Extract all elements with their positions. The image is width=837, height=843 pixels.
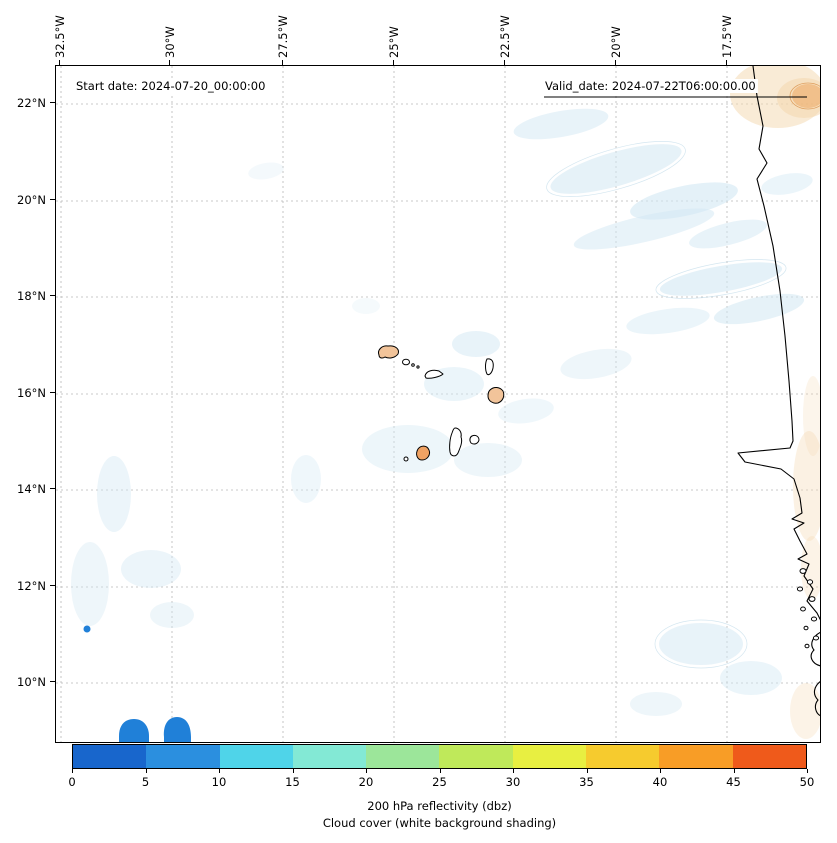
colorbar-tickmark	[219, 769, 221, 773]
colorbar-segment	[73, 745, 147, 768]
axis-tick	[726, 60, 728, 65]
colorbar-tickmark	[660, 769, 662, 773]
lat-tick-label: 16°N	[17, 386, 46, 400]
map-plot-area	[55, 65, 821, 743]
lat-tick-label: 22°N	[17, 96, 46, 110]
axis-tick	[504, 60, 506, 65]
colorbar-tick-label: 40	[652, 775, 668, 789]
axis-tick	[50, 295, 55, 297]
lat-tick-label: 14°N	[17, 482, 46, 496]
axis-tick	[393, 60, 395, 65]
axis-tick	[50, 585, 55, 587]
island-brava	[403, 456, 409, 462]
island-sal	[485, 358, 494, 376]
lon-tick-label: 32.5°W	[53, 15, 67, 58]
colorbar-tick-label: 15	[285, 775, 300, 789]
guinea-bissau-islets	[796, 568, 820, 649]
colorbar-segment	[586, 745, 660, 768]
colorbar-tick-label: 5	[141, 775, 150, 789]
colorbar-tick-label: 30	[505, 775, 521, 789]
colorbar-ticks: 0 5 10 15 20 25 30 35 40 45 50	[68, 769, 814, 789]
colorbar-label-line1: 200 hPa reflectivity (dbz)	[367, 799, 512, 813]
lon-tick-label: 20°W	[609, 26, 623, 58]
colorbar-tickmark	[72, 769, 74, 773]
colorbar-tickmark	[586, 769, 588, 773]
colorbar-tickmark	[439, 769, 441, 773]
lon-tick-label: 17.5°W	[720, 15, 734, 58]
island-sao-vicente	[402, 358, 410, 366]
lon-tick-label: 25°W	[387, 26, 401, 58]
colorbar-tick-label: 0	[68, 775, 76, 789]
colorbar-segment	[732, 745, 806, 768]
reflectivity-layer	[83, 625, 191, 742]
colorbar-tickmark	[513, 769, 515, 773]
african-coastline	[737, 66, 820, 717]
axis-tick	[50, 102, 55, 104]
axis-tick	[169, 60, 171, 65]
colorbar-tick-label: 10	[211, 775, 227, 789]
lat-tick-label: 10°N	[17, 675, 46, 689]
colorbar-tickmark	[145, 769, 147, 773]
colorbar-segment	[659, 745, 733, 768]
colorbar-tickmark	[366, 769, 368, 773]
colorbar-segment	[512, 745, 587, 768]
lat-tick-label: 20°N	[17, 193, 46, 207]
map-svg	[56, 66, 820, 742]
colorbar	[72, 744, 807, 769]
island-santa-luzia	[411, 363, 415, 367]
colorbar-segment	[366, 745, 440, 768]
reflectivity-cell	[119, 719, 149, 742]
lon-tick-label: 30°W	[163, 26, 177, 58]
colorbar-segment	[439, 745, 513, 768]
island-maio	[469, 434, 480, 445]
lat-tick-label: 12°N	[17, 579, 46, 593]
axis-tick	[50, 488, 55, 490]
warm-shading-layer	[730, 66, 820, 739]
colorbar-segment	[146, 745, 220, 768]
island-sao-nicolau	[424, 369, 444, 379]
colorbar-tick-label: 35	[579, 775, 594, 789]
colorbar-tick-label: 20	[358, 775, 374, 789]
reflectivity-cell	[163, 717, 191, 742]
lon-tick-label: 22.5°W	[498, 15, 512, 58]
axis-tick	[615, 60, 617, 65]
island-fogo	[416, 445, 430, 461]
island-boa-vista	[487, 387, 505, 404]
lat-tick-label: 18°N	[17, 289, 46, 303]
cape-verde-islands	[378, 345, 505, 462]
colorbar-segment	[219, 745, 293, 768]
colorbar-tickmark	[733, 769, 735, 773]
axis-tick	[59, 60, 61, 65]
islet-dot	[416, 365, 420, 369]
cloud-shading-layer	[71, 108, 813, 716]
axis-tick	[50, 199, 55, 201]
colorbar-label-line2: Cloud cover (white background shading)	[322, 816, 557, 830]
axis-tick	[50, 392, 55, 394]
colorbar-tick-label: 45	[726, 775, 741, 789]
colorbar-segment	[292, 745, 367, 768]
start-date-annotation: Start date: 2024-07-20_00:00:00	[74, 79, 268, 93]
island-santiago	[449, 427, 463, 457]
colorbar-tickmark	[292, 769, 294, 773]
colorbar-tick-label: 25	[432, 775, 447, 789]
lon-tick-label: 27.5°W	[276, 15, 290, 58]
colorbar-tick-label: 50	[799, 775, 815, 789]
colorbar-tickmark	[807, 769, 809, 773]
axis-tick	[50, 681, 55, 683]
reflectivity-cell	[83, 625, 91, 633]
island-santo-antao	[378, 345, 399, 359]
axis-tick	[282, 60, 284, 65]
valid-date-annotation: Valid_date: 2024-07-22T06:00:00.00	[543, 79, 758, 93]
